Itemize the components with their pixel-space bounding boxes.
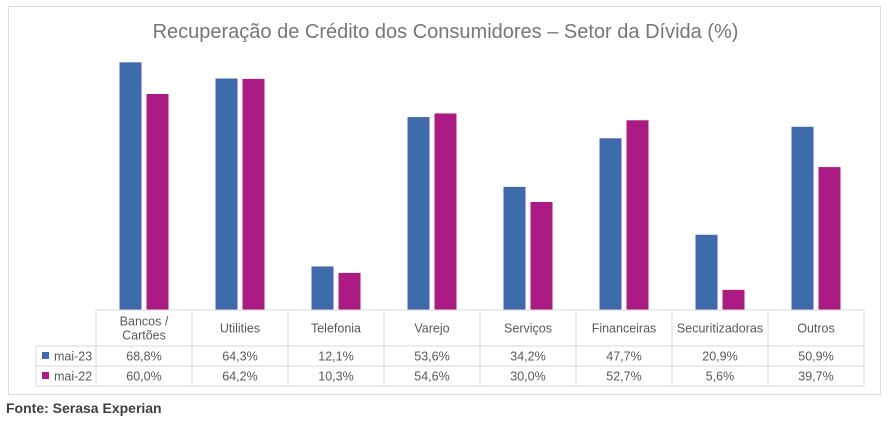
bar-mai-23-7 [791, 126, 814, 310]
data-label-mai-22-5: 52,7% [606, 370, 641, 384]
data-label-mai-23-1: 64,3% [222, 350, 257, 364]
bar-mai-23-2 [311, 266, 334, 310]
data-label-mai-23-3: 53,6% [414, 350, 449, 364]
bar-mai-22-3 [434, 113, 457, 310]
data-label-mai-22-1: 64,2% [222, 370, 257, 384]
bar-mai-22-7 [818, 167, 841, 310]
bar-mai-22-1 [242, 78, 265, 310]
bar-mai-22-0 [146, 94, 169, 310]
source-note: Fonte: Serasa Experian [6, 400, 162, 416]
data-label-mai-22-2: 10,3% [318, 370, 353, 384]
bar-mai-23-4 [503, 186, 526, 310]
category-label-0: Cartões [122, 329, 166, 343]
category-label-4: Serviços [504, 322, 552, 336]
data-label-mai-23-7: 50,9% [798, 350, 833, 364]
category-label-6: Securitizadoras [677, 322, 763, 336]
bar-mai-22-5 [626, 120, 649, 310]
data-label-mai-22-4: 30,0% [510, 370, 545, 384]
data-label-mai-23-0: 68,8% [126, 350, 161, 364]
bar-mai-23-3 [407, 117, 430, 310]
bar-mai-23-5 [599, 138, 622, 310]
legend-key-mai-22 [42, 372, 49, 379]
category-label-0: Bancos / [120, 315, 169, 329]
category-label-2: Telefonia [311, 322, 361, 336]
data-label-mai-23-5: 47,7% [606, 350, 641, 364]
data-label-mai-22-0: 60,0% [126, 370, 161, 384]
category-label-7: Outros [797, 322, 835, 336]
bar-mai-22-4 [530, 202, 553, 310]
bar-mai-23-0 [119, 62, 142, 310]
data-label-mai-23-4: 34,2% [510, 350, 545, 364]
data-label-mai-22-7: 39,7% [798, 370, 833, 384]
bar-mai-23-6 [695, 234, 718, 310]
category-label-5: Financeiras [592, 322, 657, 336]
bar-mai-23-1 [215, 78, 238, 311]
data-label-mai-22-6: 5,6% [706, 370, 735, 384]
bar-mai-22-6 [722, 289, 745, 310]
chart-plot: Bancos /Cartões Utilities Telefonia Varejo S… [35, 62, 865, 387]
legend-label-mai-22: mai-22 [54, 370, 92, 384]
bar-mai-22-2 [338, 272, 361, 310]
chart-title: Recuperação de Crédito dos Consumidores … [152, 21, 739, 43]
legend-label-mai-23: mai-23 [54, 350, 92, 364]
data-label-mai-23-2: 12,1% [318, 350, 353, 364]
data-label-mai-23-6: 20,9% [702, 350, 737, 364]
data-label-mai-22-3: 54,6% [414, 370, 449, 384]
category-label-1: Utilities [220, 322, 260, 336]
category-label-3: Varejo [414, 322, 449, 336]
legend-key-mai-23 [42, 352, 49, 359]
